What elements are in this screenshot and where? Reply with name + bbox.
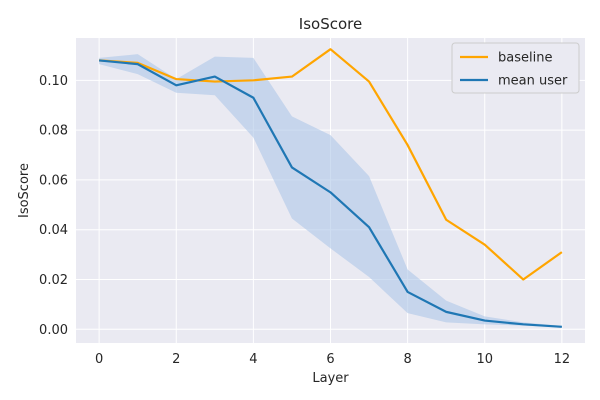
x-tick-label: 2 [172, 352, 180, 367]
y-tick-label: 0.10 [39, 74, 68, 89]
x-tick-label: 10 [476, 352, 493, 367]
x-tick-label: 6 [326, 352, 334, 367]
y-tick-label: 0.02 [39, 273, 68, 288]
x-axis-label: Layer [312, 371, 349, 386]
y-tick-label: 0.00 [39, 323, 68, 338]
legend-label: mean user [498, 74, 568, 89]
y-axis-label: IsoScore [17, 163, 32, 218]
band-mean-user [99, 54, 562, 328]
x-tick-label: 12 [554, 352, 571, 367]
y-tick-label: 0.08 [39, 124, 68, 139]
series-line-baseline [99, 48, 563, 281]
y-tick-label: 0.06 [39, 173, 68, 188]
chart-title: IsoScore [299, 15, 362, 33]
y-tick-label: 0.04 [39, 223, 68, 238]
x-tick-label: 0 [95, 352, 103, 367]
x-tick-label: 4 [249, 352, 257, 367]
series-line-mean-user [99, 59, 562, 328]
legend: baseline mean user [451, 42, 580, 94]
series-lines [99, 48, 563, 328]
x-tick-label: 8 [403, 352, 411, 367]
confidence-bands [99, 54, 562, 328]
legend-label: baseline [498, 51, 552, 66]
y-tick-labels: 0.00 0.02 0.04 0.06 0.08 0.10 [39, 74, 68, 338]
x-tick-labels: 0 2 4 6 8 10 12 [95, 352, 570, 367]
